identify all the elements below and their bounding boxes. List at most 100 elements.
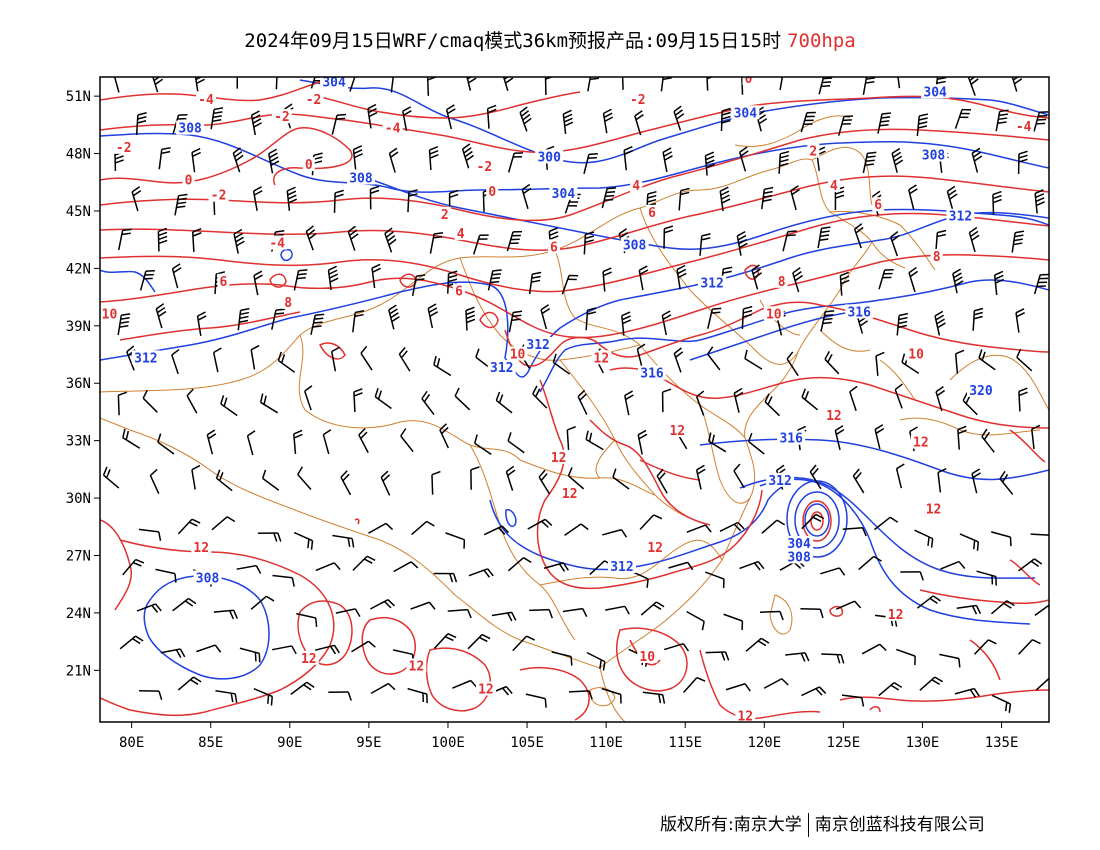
lon-tick-label: 85E: [198, 735, 223, 751]
wind-barb: [236, 564, 262, 574]
wind-barb: [543, 562, 569, 572]
lon-tick-label: 120E: [747, 735, 781, 751]
contour-label-bg: [827, 178, 840, 193]
wind-barb: [491, 611, 517, 622]
wind-barb: [956, 604, 982, 615]
wind-barb: [782, 230, 797, 252]
wind-barb: [973, 639, 997, 655]
contour-label-bg: [807, 143, 820, 158]
wind-barb: [602, 108, 614, 134]
wind-barb: [268, 148, 280, 174]
contour-label-bg: [320, 77, 349, 89]
contour-label-bg: [638, 365, 667, 380]
wind-barb: [908, 184, 918, 210]
wind-barb: [708, 432, 727, 453]
lon-tick-label: 130E: [906, 735, 940, 751]
contour-label-bg: [191, 539, 212, 554]
contour-label: 10: [908, 348, 924, 363]
wind-barb: [747, 432, 765, 455]
contour-label: 10: [510, 348, 526, 363]
contour-label: -2: [211, 189, 227, 204]
wind-barb: [172, 114, 188, 135]
contour-label-bg: [382, 120, 403, 135]
wind-barb: [1017, 558, 1043, 572]
contour-label-bg: [620, 237, 649, 252]
wind-barb: [358, 427, 369, 453]
wind-barb: [759, 610, 784, 621]
wind-barb: [1016, 348, 1033, 372]
wind-barb: [567, 467, 585, 490]
contour-label: 312: [700, 277, 723, 292]
wind-barb: [971, 147, 983, 173]
wind-barb: [239, 647, 261, 663]
wind-barb: [779, 77, 784, 91]
wind-barb: [785, 652, 810, 662]
wind-barb: [678, 187, 690, 211]
wind-barb: [725, 683, 751, 692]
wind-barb: [212, 347, 222, 373]
contour-label-bg: [302, 157, 315, 172]
wind-barb: [733, 387, 744, 413]
wind-barb: [663, 642, 690, 652]
wind-barb: [253, 270, 263, 296]
wind-barb: [1033, 111, 1049, 132]
wind-barb: [660, 77, 672, 92]
contour-label-bg: [845, 304, 874, 319]
wind-barb: [369, 598, 396, 610]
contour-label-bg: [487, 359, 516, 374]
contour-label: -2: [477, 160, 493, 175]
contour-label: 0: [745, 72, 753, 87]
wind-barb: [210, 107, 224, 130]
wind-barb: [232, 147, 244, 173]
wind-barb: [340, 470, 352, 496]
wind-barb: [506, 230, 523, 252]
contour-label: 12: [594, 351, 610, 366]
contour-label-bg: [548, 449, 569, 464]
wind-barb: [407, 189, 418, 213]
wind-barb: [521, 183, 532, 210]
wind-barb: [858, 555, 882, 571]
lon-tick-label: 90E: [277, 735, 302, 751]
wind-barb: [739, 560, 765, 571]
wind-barb: [995, 109, 1009, 132]
wind-barb: [452, 679, 478, 689]
wind-barb: [117, 391, 128, 416]
wind-barb: [818, 77, 833, 95]
wind-barb: [999, 470, 1014, 495]
lat-tick-label: 51N: [66, 89, 91, 105]
contour-label: 308: [922, 148, 946, 163]
wind-barb: [155, 568, 177, 583]
wind-barb: [835, 600, 862, 610]
contour-label-bg: [777, 430, 806, 445]
contour-label: 304: [923, 85, 947, 100]
wind-barb: [220, 395, 238, 417]
wind-barb: [636, 343, 646, 369]
contour-label-bg: [271, 109, 292, 124]
wind-barb: [623, 145, 634, 171]
wind-barb: [839, 271, 850, 296]
wind-barb: [186, 388, 198, 414]
wind-barb: [935, 386, 946, 412]
contour-label-bg: [763, 306, 784, 321]
wind-barb: [952, 268, 964, 294]
wind-barb: [272, 574, 295, 587]
lat-tick-label: 24N: [66, 606, 91, 622]
lon-tick-label: 95E: [356, 735, 381, 751]
wind-barb: [211, 516, 236, 531]
wind-barb: [215, 690, 238, 703]
wind-barb: [605, 605, 630, 615]
contour-label-bg: [1013, 118, 1034, 133]
wind-barb: [562, 109, 574, 134]
wind-barb: [976, 570, 997, 586]
lat-tick-label: 21N: [66, 663, 91, 679]
contour-label: -2: [116, 141, 132, 156]
wind-barb: [433, 572, 458, 583]
wind-barb: [352, 555, 376, 571]
lat-tick-label: 27N: [66, 548, 91, 564]
contour-label-bg: [785, 536, 814, 551]
contour-label: 2: [809, 145, 817, 160]
wind-barb: [991, 694, 1012, 713]
lon-tick-label: 105E: [510, 735, 544, 751]
wind-barb: [1031, 424, 1041, 450]
wind-barb: [206, 429, 217, 455]
